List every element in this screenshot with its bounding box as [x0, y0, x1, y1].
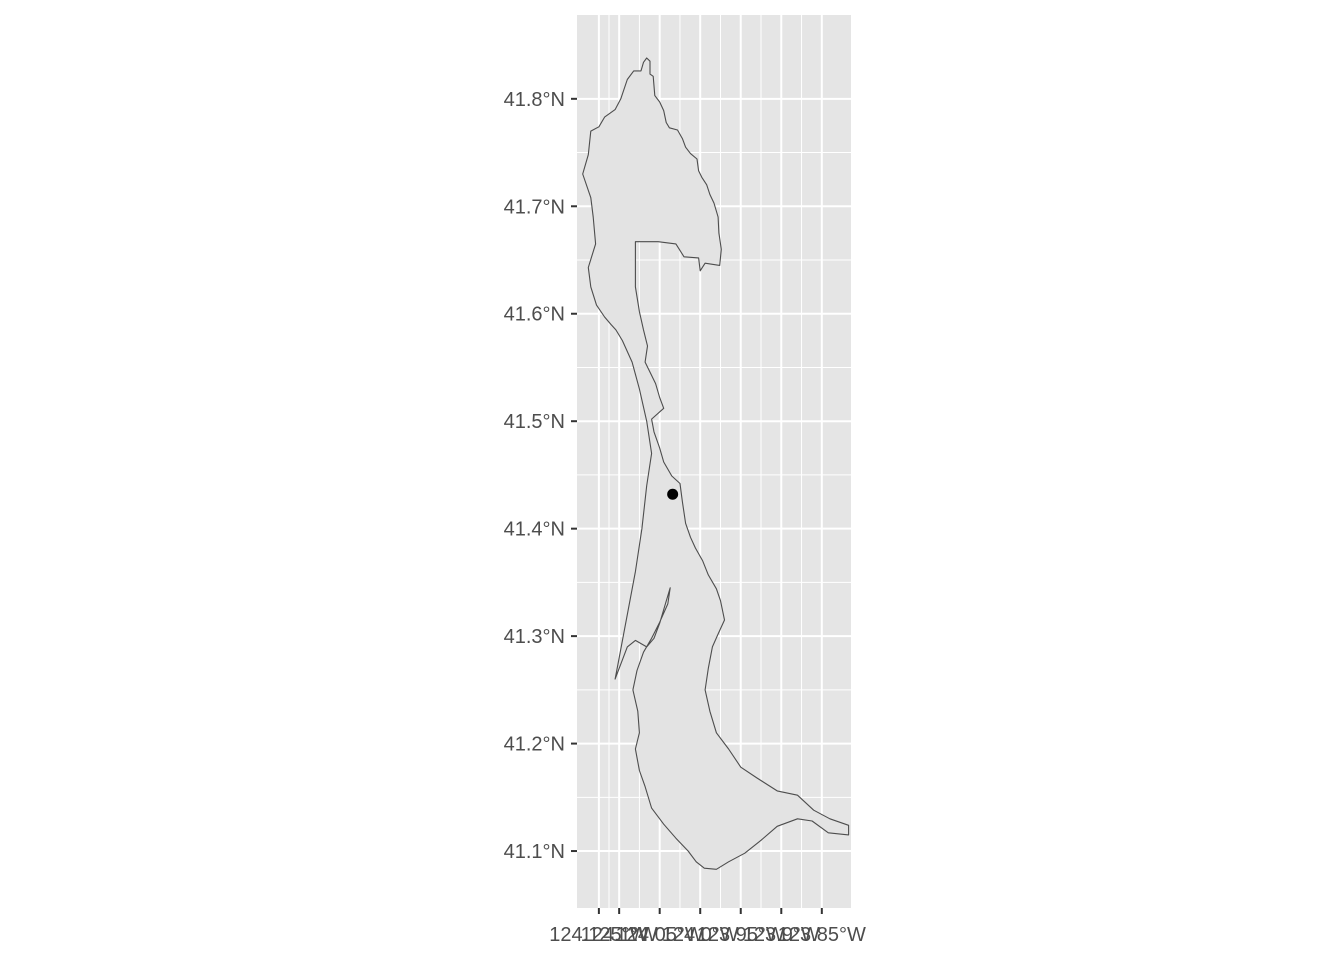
y-tick-label: 41.3°N	[504, 626, 565, 648]
y-tick-label: 41.8°N	[504, 89, 565, 111]
y-tick-label: 41.5°N	[504, 411, 565, 433]
y-axis: 41.1°N 41.2°N 41.3°N 41.4°N 41.5°N 41.6°N 41.7…	[504, 89, 577, 863]
x-tick-label: 124.125°W	[549, 924, 648, 946]
x-tick-label: 124.05°W	[616, 924, 704, 946]
county-region-polygon	[582, 57, 850, 870]
y-tick-label: 41.7°N	[504, 196, 565, 218]
x-tick-label: 123.9°W	[743, 924, 820, 946]
y-tick-label: 41.2°N	[504, 734, 565, 756]
y-tick-label: 41.1°N	[504, 841, 565, 863]
x-axis: 124.125°W124.1°W124.05°W124.0°W123.95°W1…	[549, 908, 866, 946]
x-tick-label: 124.1°W	[581, 924, 658, 946]
x-tick-label: 123.85°W	[778, 924, 866, 946]
y-tick-label: 41.4°N	[504, 519, 565, 541]
location-point	[667, 488, 679, 500]
x-tick-label: 124.0°W	[662, 924, 739, 946]
y-tick-label: 41.6°N	[504, 304, 565, 326]
x-tick-label: 123.95°W	[697, 924, 785, 946]
data-points	[667, 488, 679, 500]
